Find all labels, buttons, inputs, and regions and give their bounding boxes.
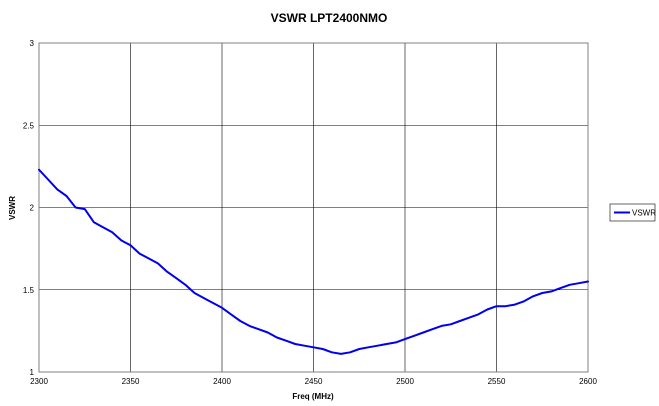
series-line-vswr <box>38 168 589 355</box>
legend-box <box>609 203 656 222</box>
x-tick-label: 2500 <box>396 377 414 386</box>
x-tick-label: 2550 <box>488 377 506 386</box>
y-axis-ticks: 1 1.5 2 2.5 3 <box>23 39 35 377</box>
legend: VSWR <box>609 203 656 222</box>
x-axis-ticks: 2300 2350 2400 2450 2500 2550 2600 <box>30 377 597 386</box>
y-tick-label: 1.5 <box>23 286 35 295</box>
x-axis-label: Freq (MHz) <box>292 392 334 401</box>
y-tick-label: 2 <box>30 204 35 213</box>
chart-title: VSWR LPT2400NMO <box>271 11 388 25</box>
y-tick-label: 3 <box>30 39 35 48</box>
y-axis-label: VSWR <box>8 196 17 220</box>
x-tick-label: 2600 <box>579 377 597 386</box>
x-tick-label: 2400 <box>213 377 231 386</box>
chart-grid <box>39 43 588 372</box>
y-tick-label: 2.5 <box>23 121 35 130</box>
x-tick-label: 2450 <box>305 377 323 386</box>
plot-area-border <box>38 42 589 373</box>
x-tick-label: 2350 <box>122 377 140 386</box>
y-tick-label: 1 <box>30 368 35 377</box>
series-group <box>38 168 589 355</box>
legend-label-vswr: VSWR <box>632 209 656 218</box>
x-tick-label: 2300 <box>30 377 48 386</box>
